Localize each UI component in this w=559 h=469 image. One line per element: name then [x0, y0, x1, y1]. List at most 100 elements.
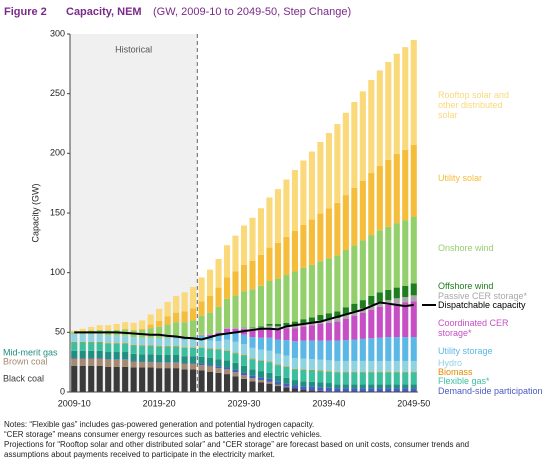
bar-segment: [410, 372, 417, 385]
bar-segment: [173, 362, 180, 363]
bar-segment: [342, 307, 349, 315]
bar-segment: [130, 345, 137, 354]
bar-segment: [291, 271, 298, 322]
bar-segment: [300, 224, 307, 268]
bar-segment: [249, 375, 256, 379]
bar-segment: [232, 372, 239, 377]
bar-segment: [240, 291, 248, 327]
bar-segment: [291, 380, 298, 386]
bar-segment: [113, 366, 120, 392]
bar-segment: [88, 350, 95, 358]
bar-segment: [240, 375, 248, 379]
bar-segment: [113, 352, 120, 360]
bar-segment: [215, 287, 222, 307]
dispatchable-line: [74, 301, 414, 341]
bar-segment: [368, 304, 375, 310]
bar-segment: [359, 240, 366, 301]
bar-segment: [190, 339, 197, 348]
bar-segment: [190, 356, 197, 364]
bar-segment: [105, 359, 112, 360]
bar-segment: [402, 372, 409, 385]
bar-segment: [164, 324, 171, 338]
bar-segment: [96, 325, 103, 330]
bar-segment: [308, 264, 315, 318]
bar-segment: [173, 346, 180, 347]
bar-segment: [249, 327, 256, 329]
bar-segment: [240, 355, 248, 366]
bar-segment: [122, 328, 129, 330]
bar-segment: [240, 225, 248, 265]
bar-segment: [283, 366, 290, 378]
bar-segment: [147, 346, 154, 355]
bar-segment: [402, 388, 409, 392]
bar-segment: [173, 312, 180, 323]
bar-segment: [334, 202, 341, 256]
bar-segment: [300, 326, 307, 341]
bar-segment: [122, 366, 129, 392]
bar-segment: [139, 345, 146, 347]
bar-segment: [325, 258, 332, 314]
bar-segment: [215, 331, 222, 333]
bar-segment: [308, 340, 315, 360]
bar-segment: [156, 320, 163, 327]
bar-segment: [376, 292, 383, 302]
bar-segment: [351, 311, 358, 316]
bar-segment: [317, 359, 324, 371]
figure-label: Figure 2: [4, 6, 47, 18]
bar-segment: [402, 149, 409, 221]
bar-segment: [291, 357, 298, 369]
bar-segment: [96, 334, 103, 342]
bar-segment: [156, 326, 163, 339]
bar-segment: [215, 372, 222, 392]
bar-segment: [385, 360, 392, 372]
bar-segment: [96, 341, 103, 343]
bar-segment: [122, 359, 129, 367]
bar-segment: [240, 326, 248, 329]
bar-segment: [147, 354, 154, 362]
bar-segment: [88, 342, 95, 351]
bar-segment: [351, 245, 358, 304]
bar-segment: [71, 341, 78, 343]
bar-segment: [385, 159, 392, 227]
bar-segment: [181, 347, 188, 348]
bar-segment: [283, 322, 290, 326]
bar-segment: [410, 337, 417, 361]
bar-segment: [190, 363, 197, 370]
bar-segment: [181, 292, 188, 312]
bar-segment: [240, 334, 248, 345]
bar-segment: [274, 375, 282, 382]
bar-segment: [393, 53, 400, 154]
bar-segment: [385, 62, 392, 160]
bar-segment: [181, 356, 188, 364]
bar-segment: [266, 378, 273, 382]
bar-segment: [206, 269, 214, 296]
bar-segment: [351, 102, 358, 188]
bar-segment: [164, 338, 171, 347]
bar-segment: [113, 343, 120, 353]
bar-segment: [283, 377, 290, 384]
bar-segment: [334, 388, 341, 392]
bar-segment: [257, 329, 265, 338]
bar-segment: [156, 362, 163, 369]
chart-title: Capacity, NEM: [66, 6, 142, 18]
bar-segment: [88, 358, 95, 366]
bar-segment: [79, 334, 86, 342]
bar-segment: [198, 347, 205, 348]
bar-segment: [96, 365, 103, 392]
bar-segment: [283, 387, 290, 392]
bar-segment: [240, 378, 248, 392]
bar-segment: [274, 328, 282, 340]
bar-segment: [223, 327, 231, 329]
bar-segment: [274, 323, 282, 327]
bar-segment: [79, 350, 86, 358]
bar-segment: [342, 340, 349, 361]
bar-segment: [164, 355, 171, 363]
bar-segment: [291, 341, 298, 358]
bar-segment: [376, 371, 383, 373]
bar-segment: [71, 357, 78, 359]
bar-segment: [139, 367, 146, 392]
bar-segment: [410, 39, 417, 145]
bar-segment: [291, 328, 298, 342]
bar-segment: [215, 349, 222, 360]
